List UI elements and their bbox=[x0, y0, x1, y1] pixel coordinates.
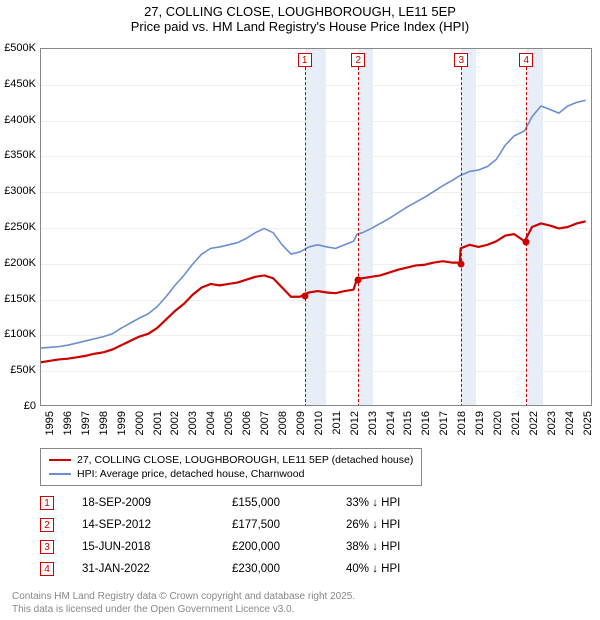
series-price_paid bbox=[41, 221, 586, 362]
y-tick-label: £250K bbox=[4, 221, 36, 233]
y-tick-label: £400K bbox=[4, 114, 36, 126]
table-date: 15-JUN-2018 bbox=[82, 541, 232, 553]
sales-table: 1 18-SEP-2009£155,00033% ↓ HPI 2 14-SEP-201… bbox=[40, 492, 446, 580]
table-row: 3 15-JUN-2018£200,00038% ↓ HPI bbox=[40, 536, 446, 558]
arrow-down-icon: ↓ bbox=[372, 519, 378, 531]
table-diff: 26% ↓ HPI bbox=[346, 519, 446, 531]
table-marker: 3 bbox=[40, 540, 54, 554]
table-diff: 38% ↓ HPI bbox=[346, 541, 446, 553]
sale-dot bbox=[523, 239, 530, 246]
x-tick-label: 2024 bbox=[564, 411, 576, 435]
arrow-down-icon: ↓ bbox=[372, 563, 378, 575]
title-line1: 27, COLLING CLOSE, LOUGHBOROUGH, LE11 5E… bbox=[0, 0, 600, 19]
table-row: 4 31-JAN-2022£230,00040% ↓ HPI bbox=[40, 558, 446, 580]
y-tick-label: £0 bbox=[24, 400, 36, 412]
table-price: £177,500 bbox=[232, 519, 346, 531]
table-price: £230,000 bbox=[232, 563, 346, 575]
x-tick-label: 2008 bbox=[277, 411, 289, 435]
x-tick-label: 2025 bbox=[582, 411, 594, 435]
x-tick-label: 2018 bbox=[456, 411, 468, 435]
x-tick-label: 1999 bbox=[116, 411, 128, 435]
legend: 27, COLLING CLOSE, LOUGHBOROUGH, LE11 5E… bbox=[40, 448, 422, 486]
event-marker-label: 2 bbox=[351, 53, 365, 67]
x-tick-label: 2014 bbox=[385, 411, 397, 435]
x-tick-label: 1996 bbox=[62, 411, 74, 435]
arrow-down-icon: ↓ bbox=[372, 497, 378, 509]
table-row: 2 14-SEP-2012£177,50026% ↓ HPI bbox=[40, 514, 446, 536]
y-tick-label: £450K bbox=[4, 78, 36, 90]
x-tick-label: 2017 bbox=[438, 411, 450, 435]
event-marker-label: 4 bbox=[519, 53, 533, 67]
table-date: 18-SEP-2009 bbox=[82, 497, 232, 509]
x-tick-label: 2004 bbox=[205, 411, 217, 435]
x-tick-label: 2012 bbox=[349, 411, 361, 435]
x-tick-label: 1998 bbox=[98, 411, 110, 435]
event-marker-label: 3 bbox=[454, 53, 468, 67]
x-tick-label: 2003 bbox=[187, 411, 199, 435]
legend-item: 27, COLLING CLOSE, LOUGHBOROUGH, LE11 5E… bbox=[49, 453, 413, 467]
table-diff: 40% ↓ HPI bbox=[346, 563, 446, 575]
sale-dot bbox=[355, 276, 362, 283]
event-marker-line bbox=[305, 67, 306, 406]
x-tick-label: 2013 bbox=[367, 411, 379, 435]
legend-item: HPI: Average price, detached house, Char… bbox=[49, 467, 413, 481]
table-price: £155,000 bbox=[232, 497, 346, 509]
x-tick-label: 2001 bbox=[152, 411, 164, 435]
table-price: £200,000 bbox=[232, 541, 346, 553]
event-marker-label: 1 bbox=[298, 53, 312, 67]
x-tick-label: 2011 bbox=[331, 411, 343, 435]
sale-dot bbox=[458, 260, 465, 267]
event-marker-line bbox=[526, 67, 527, 406]
footer-line2: This data is licensed under the Open Gov… bbox=[12, 604, 355, 617]
y-tick-label: £500K bbox=[4, 42, 36, 54]
x-tick-label: 2022 bbox=[528, 411, 540, 435]
y-tick-label: £350K bbox=[4, 149, 36, 161]
x-tick-label: 2002 bbox=[169, 411, 181, 435]
legend-swatch bbox=[49, 473, 71, 475]
table-date: 31-JAN-2022 bbox=[82, 563, 232, 575]
table-marker: 2 bbox=[40, 518, 54, 532]
chart-plot-area: 1 2 3 4 bbox=[40, 48, 592, 406]
x-tick-label: 2016 bbox=[420, 411, 432, 435]
y-tick-label: £150K bbox=[4, 293, 36, 305]
x-tick-label: 2019 bbox=[474, 411, 486, 435]
table-marker: 1 bbox=[40, 496, 54, 510]
chart-lines bbox=[41, 49, 591, 405]
legend-label: HPI: Average price, detached house, Char… bbox=[77, 468, 304, 480]
x-tick-label: 2023 bbox=[546, 411, 558, 435]
footer-line1: Contains HM Land Registry data © Crown c… bbox=[12, 591, 355, 604]
x-tick-label: 1995 bbox=[44, 411, 56, 435]
y-tick-label: £200K bbox=[4, 257, 36, 269]
table-marker: 4 bbox=[40, 562, 54, 576]
y-tick-label: £300K bbox=[4, 185, 36, 197]
x-tick-label: 2021 bbox=[510, 411, 522, 435]
event-marker-line bbox=[461, 67, 462, 406]
y-tick-label: £100K bbox=[4, 328, 36, 340]
x-tick-label: 2020 bbox=[492, 411, 504, 435]
x-tick-label: 2006 bbox=[241, 411, 253, 435]
sale-dot bbox=[301, 293, 308, 300]
arrow-down-icon: ↓ bbox=[372, 541, 378, 553]
legend-label: 27, COLLING CLOSE, LOUGHBOROUGH, LE11 5E… bbox=[77, 454, 413, 466]
table-row: 1 18-SEP-2009£155,00033% ↓ HPI bbox=[40, 492, 446, 514]
y-axis-labels: £0£50K£100K£150K£200K£250K£300K£350K£400… bbox=[0, 48, 38, 406]
x-tick-label: 2015 bbox=[402, 411, 414, 435]
table-date: 14-SEP-2012 bbox=[82, 519, 232, 531]
title-line2: Price paid vs. HM Land Registry's House … bbox=[0, 19, 600, 38]
x-tick-label: 2009 bbox=[295, 411, 307, 435]
event-marker-line bbox=[358, 67, 359, 406]
x-tick-label: 2005 bbox=[223, 411, 235, 435]
x-tick-label: 2007 bbox=[259, 411, 271, 435]
legend-swatch bbox=[49, 459, 71, 462]
series-hpi bbox=[41, 100, 586, 348]
x-axis-labels: 1995 1996 1997 1998 1999 2000 2001 2002 2003 2004… bbox=[40, 408, 592, 448]
x-tick-label: 2000 bbox=[134, 411, 146, 435]
footer-attribution: Contains HM Land Registry data © Crown c… bbox=[12, 591, 355, 616]
y-tick-label: £50K bbox=[10, 364, 36, 376]
table-diff: 33% ↓ HPI bbox=[346, 497, 446, 509]
x-tick-label: 2010 bbox=[313, 411, 325, 435]
x-tick-label: 1997 bbox=[80, 411, 92, 435]
